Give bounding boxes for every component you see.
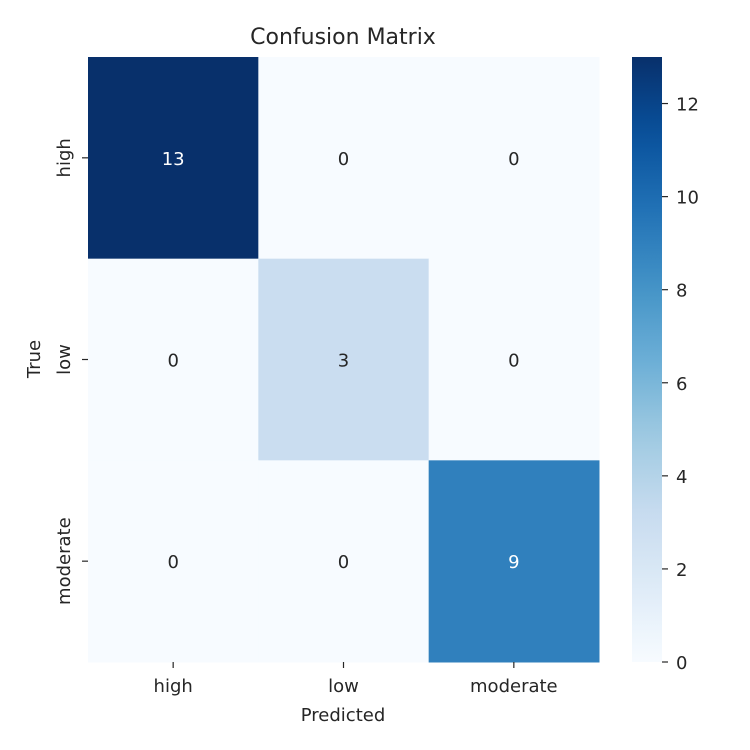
colorbar-tick-label: 2 bbox=[676, 560, 687, 581]
heatmap-cell bbox=[88, 57, 259, 260]
cell-value-label: 0 bbox=[167, 552, 178, 573]
cell-value-label: 0 bbox=[338, 552, 349, 573]
colorbar-tick-label: 10 bbox=[676, 188, 699, 209]
x-axis-ticks: high low moderate bbox=[154, 662, 558, 697]
y-tick-label: high bbox=[54, 138, 75, 177]
cell-value-label: 0 bbox=[338, 149, 349, 170]
cell-value-label: 0 bbox=[508, 149, 519, 170]
heatmap-cell bbox=[88, 258, 259, 461]
heatmap-cell bbox=[258, 57, 430, 260]
colorbar-tick-label: 12 bbox=[676, 95, 699, 116]
cell-value-label: 0 bbox=[508, 351, 519, 372]
x-axis-label: Predicted bbox=[301, 705, 386, 726]
chart-title: Confusion Matrix bbox=[250, 25, 436, 50]
y-axis-ticks: high low moderate bbox=[54, 138, 88, 605]
y-axis-label: True bbox=[24, 340, 45, 379]
colorbar-gradient bbox=[632, 57, 662, 662]
heatmap-cells bbox=[88, 57, 600, 663]
y-tick-label: low bbox=[54, 344, 75, 375]
heatmap-cell bbox=[88, 460, 259, 663]
y-tick-label: moderate bbox=[54, 517, 75, 605]
cell-value-label: 9 bbox=[508, 552, 519, 573]
heatmap-cell bbox=[428, 57, 600, 260]
colorbar-tick-label: 4 bbox=[676, 467, 687, 488]
heatmap-cell bbox=[428, 460, 600, 663]
colorbar-tick-label: 0 bbox=[676, 653, 687, 674]
colorbar-tick-label: 8 bbox=[676, 281, 687, 302]
x-tick-label: low bbox=[328, 676, 359, 697]
x-tick-label: moderate bbox=[470, 676, 558, 697]
cell-value-label: 3 bbox=[338, 351, 349, 372]
heatmap-cell bbox=[428, 258, 600, 461]
colorbar-tick-label: 6 bbox=[676, 374, 687, 395]
heatmap-cell-labels: 13 0 0 0 3 0 0 0 9 bbox=[162, 149, 520, 573]
x-tick-label: high bbox=[154, 676, 193, 697]
cell-value-label: 13 bbox=[162, 149, 185, 170]
heatmap-cell bbox=[258, 258, 430, 461]
colorbar: 0 2 4 6 8 10 12 bbox=[632, 57, 699, 674]
heatmap-cell bbox=[258, 460, 430, 663]
cell-value-label: 0 bbox=[167, 351, 178, 372]
